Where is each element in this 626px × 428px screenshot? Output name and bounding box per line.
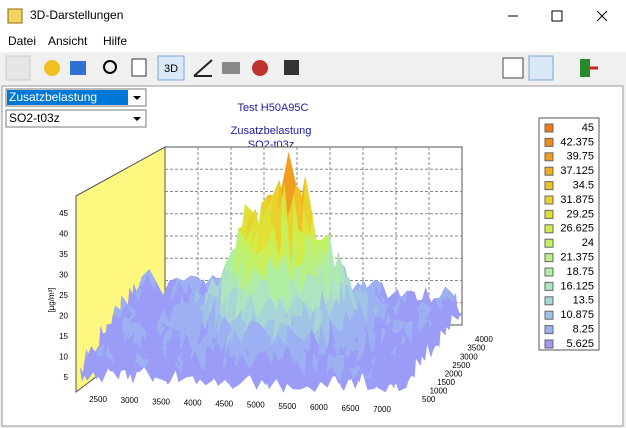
legend-swatch bbox=[544, 238, 554, 248]
title-bar bbox=[0, 0, 626, 32]
x-tick-label: 6500 bbox=[342, 404, 360, 413]
x-tick-label: 4500 bbox=[215, 400, 233, 409]
y-tick-label: 4000 bbox=[475, 335, 493, 344]
legend-swatch bbox=[544, 123, 554, 133]
legend-label: 26.625 bbox=[560, 223, 594, 235]
mode-button-label: 3D bbox=[164, 63, 178, 75]
tool-button[interactable] bbox=[222, 62, 240, 74]
y-tick-label: 1000 bbox=[430, 387, 448, 396]
surface-cell bbox=[392, 375, 403, 392]
tool-button[interactable] bbox=[131, 58, 147, 77]
x-tick-label: 5500 bbox=[278, 402, 296, 411]
legend-label: 8.25 bbox=[573, 324, 594, 336]
z-tick-label: 25 bbox=[59, 291, 68, 300]
menu-bar bbox=[0, 32, 626, 52]
z-tick-label: 15 bbox=[59, 332, 68, 341]
legend-label: 21.375 bbox=[560, 252, 594, 264]
legend-label: 45 bbox=[582, 122, 594, 134]
tool-button[interactable] bbox=[157, 55, 185, 81]
chart-subtitle: Zusatzbelastung bbox=[231, 125, 312, 137]
toolbar: 3D bbox=[5, 55, 598, 81]
z-tick-label: 10 bbox=[59, 353, 68, 362]
legend-swatch bbox=[544, 209, 554, 219]
y-tick-label: 3500 bbox=[467, 344, 485, 353]
x-tick-label: 3000 bbox=[121, 396, 139, 405]
legend-label: 18.75 bbox=[566, 266, 594, 278]
x-tick-label: 3500 bbox=[152, 397, 170, 406]
x-tick-label: 5000 bbox=[247, 401, 265, 410]
x-tick-label: 4000 bbox=[184, 398, 202, 407]
legend-label: 42.375 bbox=[560, 136, 594, 148]
dropdown-text: SO2-t03z bbox=[9, 111, 60, 125]
tool-button[interactable] bbox=[44, 60, 60, 76]
tool-button[interactable] bbox=[5, 55, 31, 81]
tool-button[interactable] bbox=[252, 60, 268, 76]
window-title: 3D-Darstellungen bbox=[30, 8, 123, 22]
chart-title: Test H50A95C bbox=[238, 102, 309, 114]
dropdown-selection bbox=[7, 90, 128, 105]
legend-label: 16.125 bbox=[560, 280, 594, 292]
menu-item[interactable]: Datei bbox=[8, 34, 36, 48]
maximize[interactable] bbox=[551, 10, 563, 22]
menu-item[interactable]: Hilfe bbox=[103, 34, 127, 48]
legend-swatch bbox=[544, 310, 554, 320]
app-icon bbox=[7, 8, 23, 24]
tool-button[interactable] bbox=[70, 61, 86, 75]
z-tick-label: 30 bbox=[59, 271, 68, 280]
dropdown[interactable] bbox=[5, 109, 147, 128]
z-tick-label: 45 bbox=[59, 209, 68, 218]
dropdown-text: Zusatzbelastung bbox=[9, 90, 97, 104]
y-tick-label: 500 bbox=[422, 395, 436, 404]
legend-swatch bbox=[544, 267, 554, 277]
z-tick-label: 35 bbox=[59, 250, 68, 259]
z-tick-label: 20 bbox=[59, 312, 68, 321]
legend-swatch bbox=[544, 152, 554, 162]
menu-item[interactable]: Ansicht bbox=[48, 34, 88, 48]
legend-label: 34.5 bbox=[573, 180, 594, 192]
tool-button[interactable] bbox=[103, 60, 117, 74]
legend-label: 10.875 bbox=[560, 309, 594, 321]
tool-button[interactable] bbox=[528, 55, 554, 81]
tool-button[interactable] bbox=[284, 60, 299, 75]
legend-label: 37.125 bbox=[560, 165, 594, 177]
z-tick-label: 40 bbox=[59, 230, 68, 239]
legend-label: 24 bbox=[582, 237, 594, 249]
legend-swatch bbox=[544, 281, 554, 291]
tool-button[interactable] bbox=[502, 57, 524, 79]
surface bbox=[79, 152, 463, 393]
dropdown-arrow bbox=[133, 96, 141, 100]
y-tick-label: 1500 bbox=[437, 378, 455, 387]
legend-swatch bbox=[544, 253, 554, 263]
y-tick-label: 2500 bbox=[452, 361, 470, 370]
z-axis-label: [µg/m³] bbox=[47, 287, 56, 312]
legend-swatch bbox=[544, 137, 554, 147]
x-tick-label: 7000 bbox=[373, 405, 391, 414]
legend-label: 29.25 bbox=[566, 208, 594, 220]
legend-swatch bbox=[544, 195, 554, 205]
tool-button[interactable] bbox=[580, 59, 590, 77]
legend-swatch bbox=[544, 166, 554, 176]
y-tick-label: 3000 bbox=[460, 352, 478, 361]
dropdown-arrow bbox=[133, 117, 141, 121]
legend-label: 13.5 bbox=[573, 295, 594, 307]
legend-swatch bbox=[544, 296, 554, 306]
legend-swatch bbox=[544, 224, 554, 234]
legend-swatch bbox=[544, 325, 554, 335]
legend-label: 31.875 bbox=[560, 194, 594, 206]
x-tick-label: 2500 bbox=[89, 395, 107, 404]
y-tick-label: 2000 bbox=[445, 369, 463, 378]
legend-label: 39.75 bbox=[566, 151, 594, 163]
legend-label: 5.625 bbox=[566, 338, 594, 350]
tool-button[interactable] bbox=[193, 59, 213, 77]
legend-swatch bbox=[544, 181, 554, 191]
z-tick-label: 5 bbox=[64, 373, 69, 382]
x-tick-label: 6000 bbox=[310, 403, 328, 412]
close[interactable] bbox=[596, 10, 608, 22]
legend-swatch bbox=[544, 339, 554, 349]
